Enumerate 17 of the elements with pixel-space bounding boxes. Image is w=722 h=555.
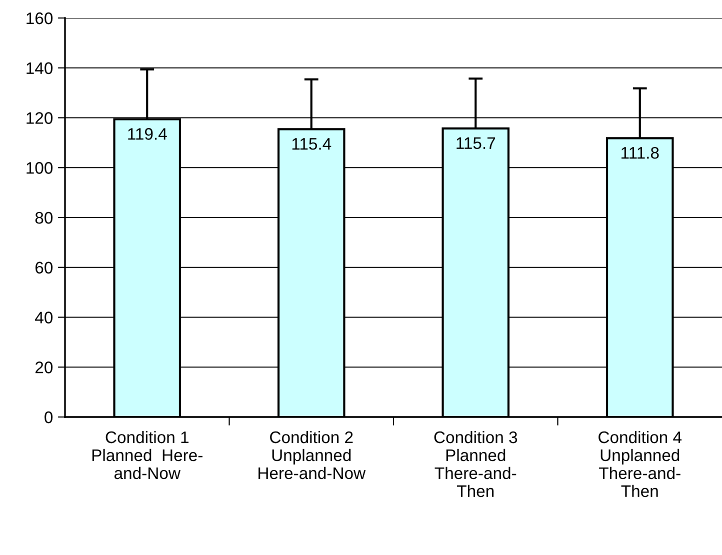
x-tick-label: Condition 1 Planned Here- and-Now: [92, 430, 202, 480]
y-tick-label: 160: [26, 12, 53, 24]
x-tick-label: Condition 2 Unplanned Here-and-Now: [258, 430, 366, 480]
y-tick-label: 40: [35, 312, 53, 324]
y-tick-label: 60: [36, 262, 53, 274]
y-tick-label: 140: [26, 62, 53, 74]
x-tick-label: Condition 3 Planned There-and- Then: [434, 430, 518, 498]
y-tick-label: 100: [26, 162, 53, 174]
data-label: 119.4: [128, 128, 167, 140]
data-label: 115.7: [456, 137, 496, 150]
y-tick-label: 80: [35, 212, 53, 224]
data-label: 115.4: [292, 138, 332, 150]
y-tick-label: 0: [44, 411, 53, 424]
x-tick-label: Condition 4 Unplanned There-and- Then: [598, 430, 682, 498]
y-tick-label: 120: [26, 112, 53, 124]
data-label: 111.8: [622, 146, 659, 159]
y-tick-label: 20: [35, 362, 53, 374]
